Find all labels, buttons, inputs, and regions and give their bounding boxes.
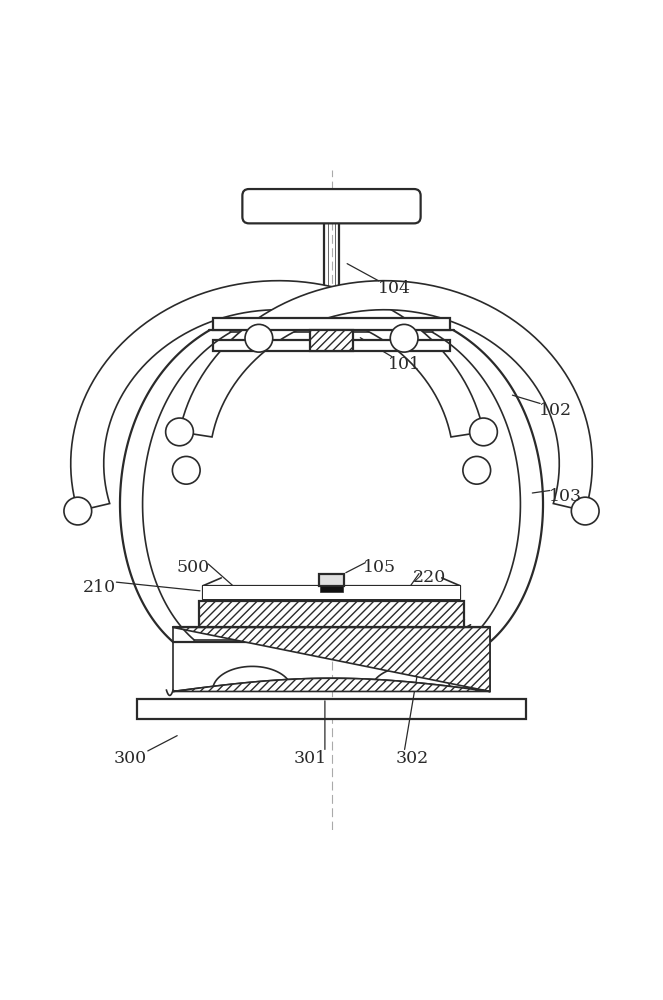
Circle shape (572, 497, 599, 525)
Text: 101: 101 (388, 356, 420, 373)
Text: 210: 210 (82, 579, 115, 596)
Bar (213, 340, 450, 351)
Bar (310, 330, 353, 351)
Polygon shape (180, 281, 592, 511)
Bar (200, 601, 463, 627)
Text: 220: 220 (412, 569, 446, 586)
Circle shape (172, 456, 200, 484)
Bar (137, 699, 526, 719)
Polygon shape (71, 281, 483, 511)
Text: 301: 301 (294, 750, 327, 767)
Circle shape (64, 497, 91, 525)
Text: 500: 500 (176, 559, 210, 576)
Bar (213, 318, 450, 330)
Bar (203, 586, 460, 599)
Circle shape (391, 324, 418, 352)
Bar (319, 574, 344, 586)
Bar (320, 586, 343, 592)
Circle shape (166, 418, 194, 446)
Text: 300: 300 (113, 750, 147, 767)
Circle shape (245, 324, 272, 352)
Text: 302: 302 (395, 750, 429, 767)
Text: 102: 102 (540, 402, 573, 419)
Polygon shape (120, 330, 543, 642)
Text: 105: 105 (363, 559, 396, 576)
Text: 103: 103 (550, 488, 582, 505)
Text: 104: 104 (378, 280, 410, 297)
FancyBboxPatch shape (243, 189, 420, 223)
Polygon shape (173, 627, 490, 691)
Circle shape (469, 418, 497, 446)
Circle shape (463, 456, 491, 484)
